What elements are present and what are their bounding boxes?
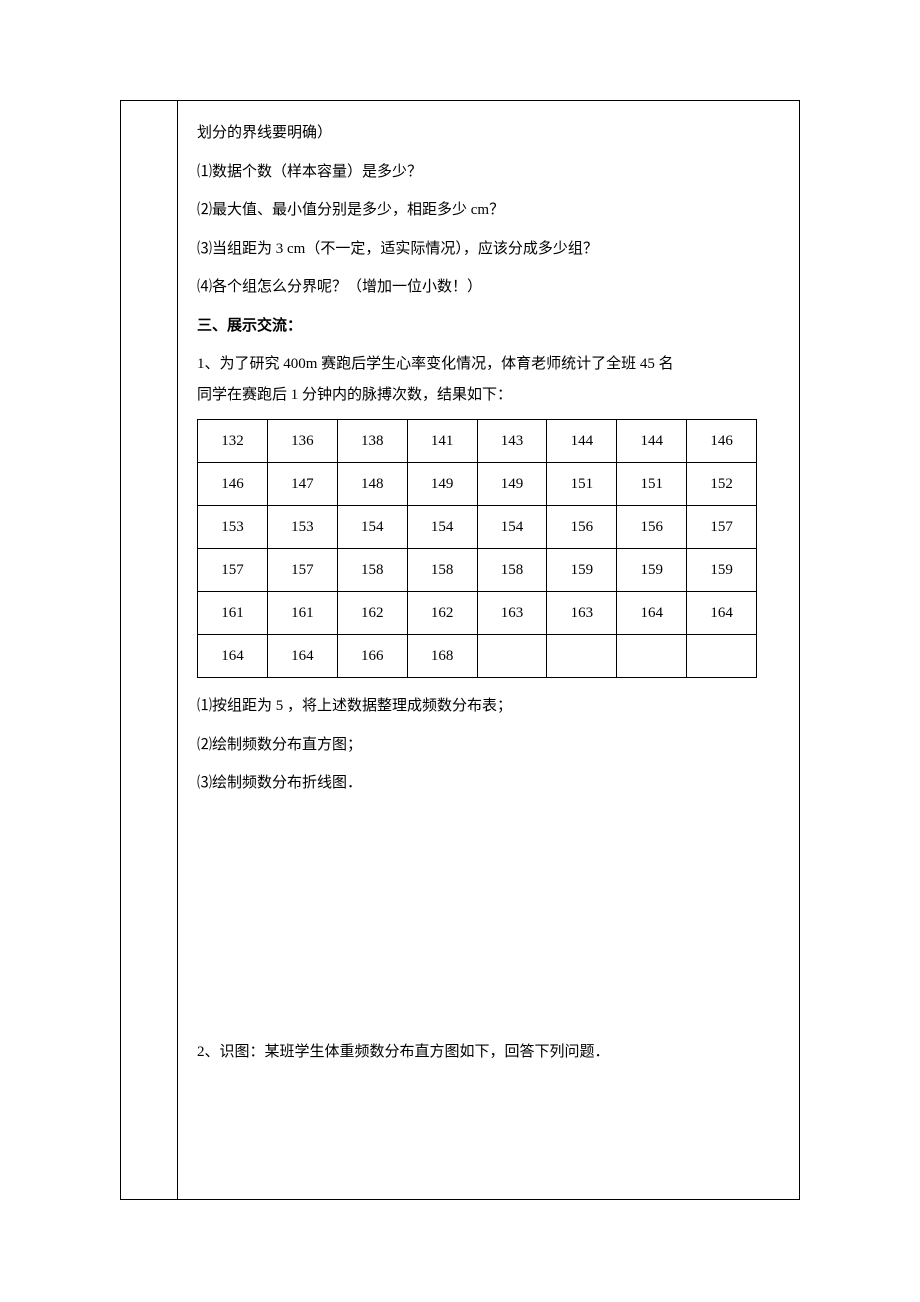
section-3-title: 三、展示交流：: [197, 312, 779, 341]
table-cell: [477, 635, 547, 678]
table-cell: [687, 635, 757, 678]
question-3: ⑶当组距为 3 cm（不一定，适实际情况），应该分成多少组？: [197, 235, 779, 264]
table-cell: 157: [267, 549, 337, 592]
table-body: 132 136 138 141 143 144 144 146 146 147 …: [198, 420, 757, 678]
table-cell: 151: [617, 463, 687, 506]
blank-workspace: [197, 808, 779, 1028]
table-cell: 143: [477, 420, 547, 463]
table-cell: [617, 635, 687, 678]
table-row: 153 153 154 154 154 156 156 157: [198, 506, 757, 549]
table-cell: 164: [617, 592, 687, 635]
table-cell: 158: [477, 549, 547, 592]
table-cell: 132: [198, 420, 268, 463]
subtask-3: ⑶绘制频数分布折线图．: [197, 769, 779, 798]
table-cell: 164: [198, 635, 268, 678]
table-cell: 158: [337, 549, 407, 592]
table-cell: 159: [547, 549, 617, 592]
table-row: 161 161 162 162 163 163 164 164: [198, 592, 757, 635]
table-cell: 149: [407, 463, 477, 506]
table-cell: 163: [477, 592, 547, 635]
subtask-1: ⑴按组距为 5 ，将上述数据整理成频数分布表；: [197, 692, 779, 721]
table-cell: 156: [547, 506, 617, 549]
table-cell: 144: [617, 420, 687, 463]
table-cell: 154: [407, 506, 477, 549]
table-cell: 138: [337, 420, 407, 463]
table-cell: 162: [407, 592, 477, 635]
table-cell: 163: [547, 592, 617, 635]
problem-1-line-b: 同学在赛跑后 1 分钟内的脉搏次数，结果如下：: [197, 381, 779, 410]
table-cell: 162: [337, 592, 407, 635]
table-cell: 154: [477, 506, 547, 549]
table-cell: 159: [617, 549, 687, 592]
table-cell: 141: [407, 420, 477, 463]
table-cell: 161: [198, 592, 268, 635]
table-row: 164 164 166 168: [198, 635, 757, 678]
table-cell: [547, 635, 617, 678]
table-cell: 147: [267, 463, 337, 506]
table-cell: 159: [687, 549, 757, 592]
line-continuation: 划分的界线要明确）: [197, 119, 779, 148]
table-row: 132 136 138 141 143 144 144 146: [198, 420, 757, 463]
table-cell: 151: [547, 463, 617, 506]
table-cell: 156: [617, 506, 687, 549]
problem-2: 2、识图：某班学生体重频数分布直方图如下，回答下列问题．: [197, 1038, 779, 1067]
table-cell: 153: [198, 506, 268, 549]
table-cell: 144: [547, 420, 617, 463]
table-cell: 161: [267, 592, 337, 635]
main-content: 划分的界线要明确） ⑴数据个数（样本容量）是多少？ ⑵最大值、最小值分别是多少，…: [177, 101, 799, 1086]
pulse-data-table: 132 136 138 141 143 144 144 146 146 147 …: [197, 419, 757, 678]
table-row: 157 157 158 158 158 159 159 159: [198, 549, 757, 592]
question-4: ⑷各个组怎么分界呢？（增加一位小数！）: [197, 273, 779, 302]
content-frame: 划分的界线要明确） ⑴数据个数（样本容量）是多少？ ⑵最大值、最小值分别是多少，…: [120, 100, 800, 1200]
table-row: 146 147 148 149 149 151 151 152: [198, 463, 757, 506]
table-cell: 164: [267, 635, 337, 678]
left-margin-column: [121, 101, 178, 1199]
table-cell: 154: [337, 506, 407, 549]
table-cell: 146: [687, 420, 757, 463]
table-cell: 168: [407, 635, 477, 678]
page: 划分的界线要明确） ⑴数据个数（样本容量）是多少？ ⑵最大值、最小值分别是多少，…: [0, 0, 920, 1302]
table-cell: 146: [198, 463, 268, 506]
table-cell: 152: [687, 463, 757, 506]
table-cell: 166: [337, 635, 407, 678]
table-cell: 153: [267, 506, 337, 549]
table-cell: 148: [337, 463, 407, 506]
table-cell: 157: [687, 506, 757, 549]
table-cell: 157: [198, 549, 268, 592]
problem-1-line-a: 1、为了研究 400m 赛跑后学生心率变化情况，体育老师统计了全班 45 名: [197, 350, 779, 379]
table-cell: 158: [407, 549, 477, 592]
subtask-2: ⑵绘制频数分布直方图；: [197, 731, 779, 760]
table-cell: 164: [687, 592, 757, 635]
table-cell: 136: [267, 420, 337, 463]
question-1: ⑴数据个数（样本容量）是多少？: [197, 158, 779, 187]
table-cell: 149: [477, 463, 547, 506]
question-2: ⑵最大值、最小值分别是多少，相距多少 cm？: [197, 196, 779, 225]
